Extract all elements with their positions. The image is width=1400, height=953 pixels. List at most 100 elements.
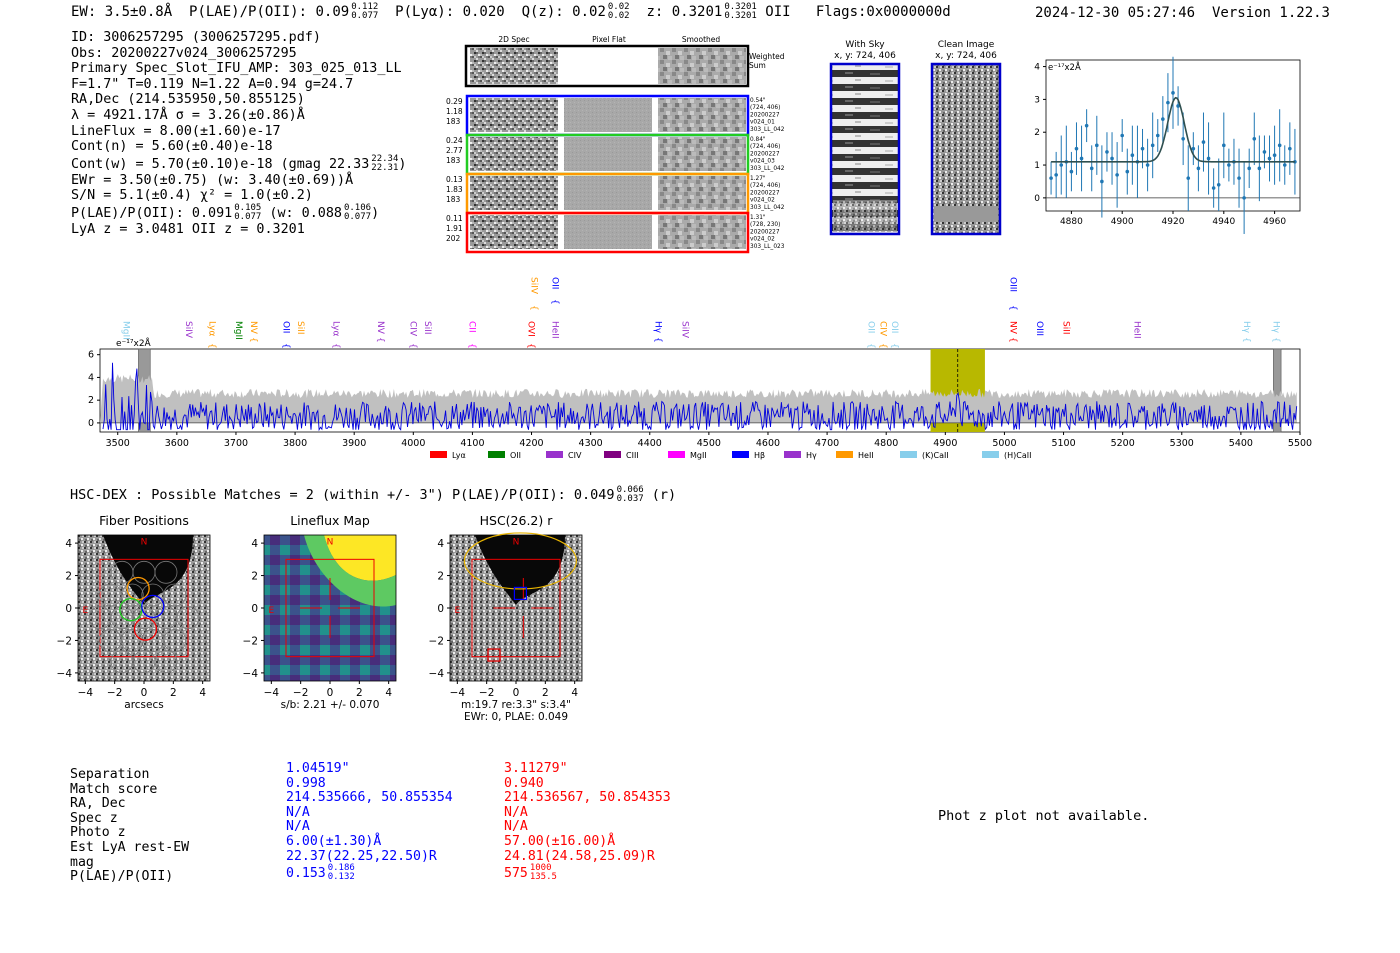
zoom-data-point: [1191, 132, 1196, 166]
line-marker: SiIV {: [529, 277, 539, 311]
svg-text:{: {: [375, 337, 385, 343]
cutout-pixelflat: [564, 215, 652, 249]
zoom-ytick: 2: [1034, 128, 1040, 138]
zoom-data-point: [1105, 132, 1109, 172]
north-label: N: [513, 538, 520, 548]
fiber-circle: [120, 583, 144, 607]
match-value: N/A: [504, 804, 528, 820]
line-marker: NV {: [248, 321, 258, 343]
zoom-data-point: [1262, 135, 1267, 169]
info-lineflux: LineFlux = 8.00(±1.60)e-17: [71, 123, 281, 139]
main-xtick: 4800: [874, 438, 898, 449]
match-value: 6.00(±1.30)Å: [286, 833, 382, 849]
cutout-pixelflat: [564, 176, 652, 210]
info-primary: Primary Spec_Slot_IFU_AMP: 303_025_013_L…: [71, 61, 402, 77]
line-marker-label: OIII: [1007, 277, 1017, 292]
east-label: E: [454, 606, 460, 616]
zoom-fit-curve: [1051, 96, 1295, 163]
line-marker-label: OVI: [526, 321, 536, 337]
fiber-circle: [163, 629, 187, 652]
line-marker-label: HeII: [549, 321, 559, 339]
match-row-label: Spec z: [70, 810, 118, 826]
panel-xtick: −4: [78, 687, 94, 699]
legend-label: Hβ: [754, 451, 765, 460]
weighted-sum-label: Weighted Sum: [749, 52, 785, 70]
zoom-data-point: [1059, 135, 1064, 195]
selected-fiber: [126, 576, 150, 601]
panel-ytick: −4: [429, 668, 445, 680]
zoom-data-point: [1171, 56, 1175, 129]
info-fwhm: F=1.7" T=0.119 N=1.22 A=0.94 g=24.7: [71, 76, 354, 92]
hsc-dex-summary: HSC-DEX : Possible Matches = 2 (within +…: [70, 485, 677, 504]
zoom-data-point: [1211, 168, 1216, 208]
cutout-smoothed: [658, 215, 746, 249]
cutout-right-value: (728, 230): [750, 222, 780, 228]
zoom-data-point: [1161, 96, 1165, 143]
info-obs: Obs: 20200227v024_3006257295: [71, 45, 297, 61]
line-marker-label: OII: [280, 321, 290, 333]
line-marker: OII {: [889, 321, 899, 349]
line-marker-label: MgII: [233, 321, 243, 340]
cutout-2dspec: [470, 98, 558, 132]
cutout-right-value: 20200227: [750, 229, 780, 235]
selected-fiber: [133, 617, 158, 641]
cutout-pixelflat: [564, 98, 652, 132]
legend-item: (H)CaII: [982, 451, 1031, 460]
cutout-smoothed: [658, 176, 746, 210]
zoom-ytick: 3: [1034, 95, 1040, 105]
main-xtick: 5300: [1170, 438, 1194, 449]
aperture-box: [99, 558, 189, 658]
cutout-2dspec: [470, 215, 558, 249]
svg-text:{: {: [248, 337, 258, 343]
main-xtick: 5400: [1229, 438, 1253, 449]
svg-text:{: {: [206, 343, 216, 349]
main-xtick: 4000: [401, 438, 425, 449]
line-marker: OII {: [866, 321, 876, 349]
spectrum-line: [102, 362, 1298, 432]
zoom-data-point: [1206, 122, 1211, 195]
fiber-circle: [163, 583, 187, 607]
zoom-data-point: [1084, 109, 1089, 143]
zoom-data-point: [1049, 161, 1053, 195]
panel-xtick: 4: [385, 687, 392, 699]
zoom-data-point: [1115, 142, 1119, 208]
legend-item: Hγ: [784, 451, 817, 460]
main-xtick: 4500: [697, 438, 721, 449]
cutout-right-value: 20200227: [750, 112, 780, 118]
line-marker: CII {: [467, 321, 477, 349]
legend-item: HeII: [836, 451, 874, 460]
panel-xlabel: m:19.7 re:3.3" s:3.4": [461, 699, 571, 711]
summary-headline: EW: 3.5±0.8Å P(LAE)/P(OII): 0.09 0.112 0.0…: [71, 2, 951, 21]
line-marker: OII {: [549, 277, 559, 305]
panel-ytick: 4: [65, 538, 72, 550]
cutout-right-value: 303_LL_042: [750, 166, 785, 172]
zoom-ytick: 4: [1034, 63, 1040, 73]
svg-text:{: {: [1007, 305, 1017, 311]
match-value: N/A: [286, 804, 310, 820]
line-marker-label: MgII: [121, 321, 131, 340]
zoom-xtick: 4900: [1111, 217, 1134, 227]
zoom-data-point: [1252, 112, 1257, 166]
svg-text:{: {: [331, 343, 341, 349]
panel-title: HSC(26.2) r: [480, 513, 554, 528]
clean-image-xy: x, y: 724, 406: [935, 51, 997, 61]
zoom-data-point: [1277, 109, 1282, 182]
main-xtick: 4400: [638, 438, 662, 449]
plae-value: 0.09: [315, 4, 350, 20]
line-marker-label: SiIV: [679, 321, 689, 339]
panel-ytick: 4: [437, 538, 444, 550]
ew-value: EW: 3.5±0.8Å: [71, 4, 173, 20]
cutout-2dspec: [470, 176, 558, 210]
panel-xtick: −2: [479, 687, 494, 699]
cutout-col-header: Pixel Flat: [592, 35, 626, 44]
cutout-left-value: 0.11: [446, 214, 463, 223]
match-value: N/A: [504, 819, 528, 835]
panel-ytick: 0: [251, 603, 258, 615]
zoom-data-point: [1095, 115, 1099, 175]
legend-label: (H)CaII: [1004, 451, 1031, 460]
cutout-right-value: 0.54": [750, 98, 766, 104]
svg-text:{: {: [1270, 337, 1280, 343]
match-value: 0.940: [504, 775, 544, 791]
legend-item: OII: [488, 451, 521, 460]
